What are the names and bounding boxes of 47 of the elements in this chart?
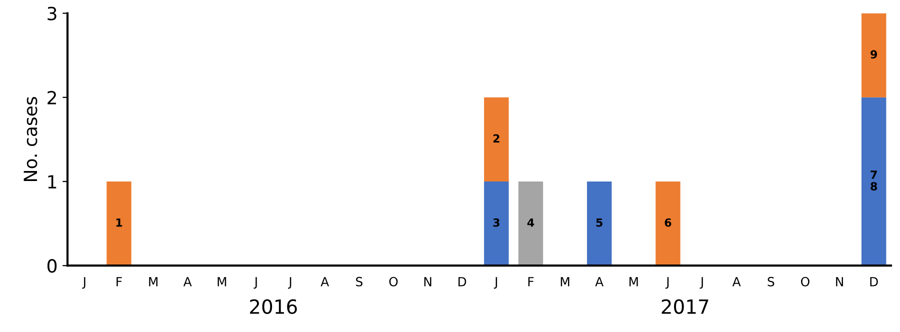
y-tick-label: 1 [48, 175, 56, 188]
bar [656, 181, 680, 266]
annotation: 4 [527, 218, 534, 227]
x-tick-label: M [149, 277, 158, 286]
bar [861, 97, 886, 266]
x-tick-label: F [116, 277, 122, 286]
x-tick-label: D [870, 277, 878, 286]
annotation: 5 [596, 218, 602, 227]
x-tick-label: S [768, 276, 774, 286]
x-tick-label: J [82, 277, 86, 289]
x-tick-label: D [458, 277, 466, 286]
bar [861, 13, 886, 98]
x-tick-label: J [254, 277, 257, 289]
x-tick-label: A [320, 277, 330, 286]
x-tick-label: M [218, 277, 226, 286]
annotation: 9 [870, 50, 877, 59]
annotation: 7 8 [870, 170, 878, 191]
y-tick-label: 3 [48, 6, 56, 20]
bar [518, 181, 544, 266]
bar [586, 181, 612, 266]
x-tick-label: M [560, 277, 570, 286]
bar [484, 181, 509, 266]
y-tick-label: 2 [48, 90, 56, 104]
annotation: 6 [664, 218, 672, 227]
x-tick-label: N [836, 277, 843, 286]
x-tick-label: O [389, 276, 398, 286]
annotation: 2 [493, 134, 500, 143]
text: 2017 [662, 299, 708, 314]
x-tick-label: O [801, 276, 810, 286]
annotation: 1 [116, 218, 122, 227]
x-tick-label: M [629, 277, 638, 286]
x-tick-label: J [494, 277, 498, 289]
text: 2016 [250, 299, 297, 314]
x-tick-label: J [700, 277, 703, 289]
x-tick-label: J [288, 277, 292, 289]
y-axis-title: No. cases [24, 97, 38, 181]
x-tick-label: S [356, 276, 362, 286]
x-tick-label: F [528, 277, 534, 286]
y-tick-label: 0 [47, 259, 57, 273]
x-tick-label: A [595, 277, 604, 286]
x-tick-label: N [424, 277, 432, 286]
annotation: 3 [493, 218, 500, 227]
x-tick-label: A [732, 277, 741, 286]
x-tick-label: J [665, 277, 669, 289]
bar [106, 181, 132, 266]
bar [484, 97, 509, 182]
x-tick-label: A [183, 277, 192, 286]
